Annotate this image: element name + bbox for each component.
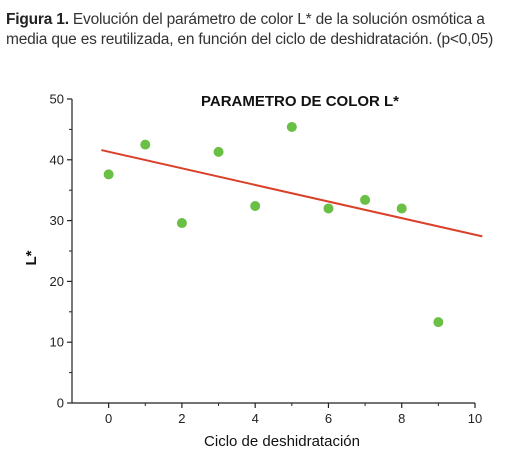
x-tick-label: 2 [178,411,185,426]
y-tick-label: 10 [50,335,64,350]
data-point [213,146,224,157]
data-point [360,194,371,205]
data-point [250,201,261,212]
data-point [176,218,187,229]
x-tick-label: 0 [105,411,112,426]
y-tick-label: 30 [50,213,64,228]
x-tick-label: 6 [325,411,332,426]
trend-line [101,149,483,238]
chart-title: PARAMETRO DE COLOR L* [201,93,399,110]
data-point [286,121,297,132]
data-point [323,203,334,214]
x-axis-label: Ciclo de deshidratación [204,433,360,450]
figure-caption-text: Evolución del parámetro de color L* de l… [6,11,494,48]
y-tick-label: 40 [50,152,64,167]
figure-label: Figura 1. [6,11,69,28]
y-axis-label: L* [23,250,40,265]
figure-caption: Figura 1. Evolución del parámetro de col… [6,10,506,50]
y-tick-label: 20 [50,274,64,289]
data-point [103,169,114,180]
data-point [433,317,444,328]
data-point [140,139,151,150]
data-points [103,121,444,328]
x-tick-label: 4 [252,411,259,426]
y-tick-label: 50 [50,92,64,107]
y-tick-label: 0 [57,396,64,411]
axes: 0 10 20 30 40 50 0 2 4 6 8 10 [50,92,483,427]
data-point [396,203,407,214]
x-tick-label: 10 [468,411,482,426]
x-tick-label: 8 [398,411,405,426]
